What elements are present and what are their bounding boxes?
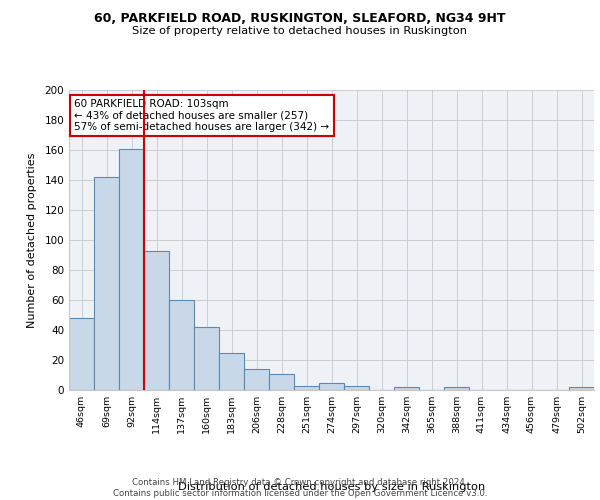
Text: 60, PARKFIELD ROAD, RUSKINGTON, SLEAFORD, NG34 9HT: 60, PARKFIELD ROAD, RUSKINGTON, SLEAFORD… bbox=[94, 12, 506, 26]
Bar bbox=[119, 148, 144, 390]
Bar bbox=[269, 374, 294, 390]
Bar bbox=[94, 177, 119, 390]
Bar bbox=[69, 318, 94, 390]
Bar bbox=[319, 382, 344, 390]
Bar bbox=[569, 387, 594, 390]
X-axis label: Distribution of detached houses by size in Ruskington: Distribution of detached houses by size … bbox=[178, 482, 485, 492]
Text: Size of property relative to detached houses in Ruskington: Size of property relative to detached ho… bbox=[133, 26, 467, 36]
Bar bbox=[444, 387, 469, 390]
Y-axis label: Number of detached properties: Number of detached properties bbox=[28, 152, 37, 328]
Bar bbox=[219, 352, 244, 390]
Bar bbox=[144, 250, 169, 390]
Bar bbox=[169, 300, 194, 390]
Text: Contains HM Land Registry data © Crown copyright and database right 2024.
Contai: Contains HM Land Registry data © Crown c… bbox=[113, 478, 487, 498]
Text: 60 PARKFIELD ROAD: 103sqm
← 43% of detached houses are smaller (257)
57% of semi: 60 PARKFIELD ROAD: 103sqm ← 43% of detac… bbox=[74, 99, 329, 132]
Bar bbox=[194, 327, 219, 390]
Bar bbox=[344, 386, 369, 390]
Bar bbox=[244, 369, 269, 390]
Bar bbox=[294, 386, 319, 390]
Bar bbox=[394, 387, 419, 390]
